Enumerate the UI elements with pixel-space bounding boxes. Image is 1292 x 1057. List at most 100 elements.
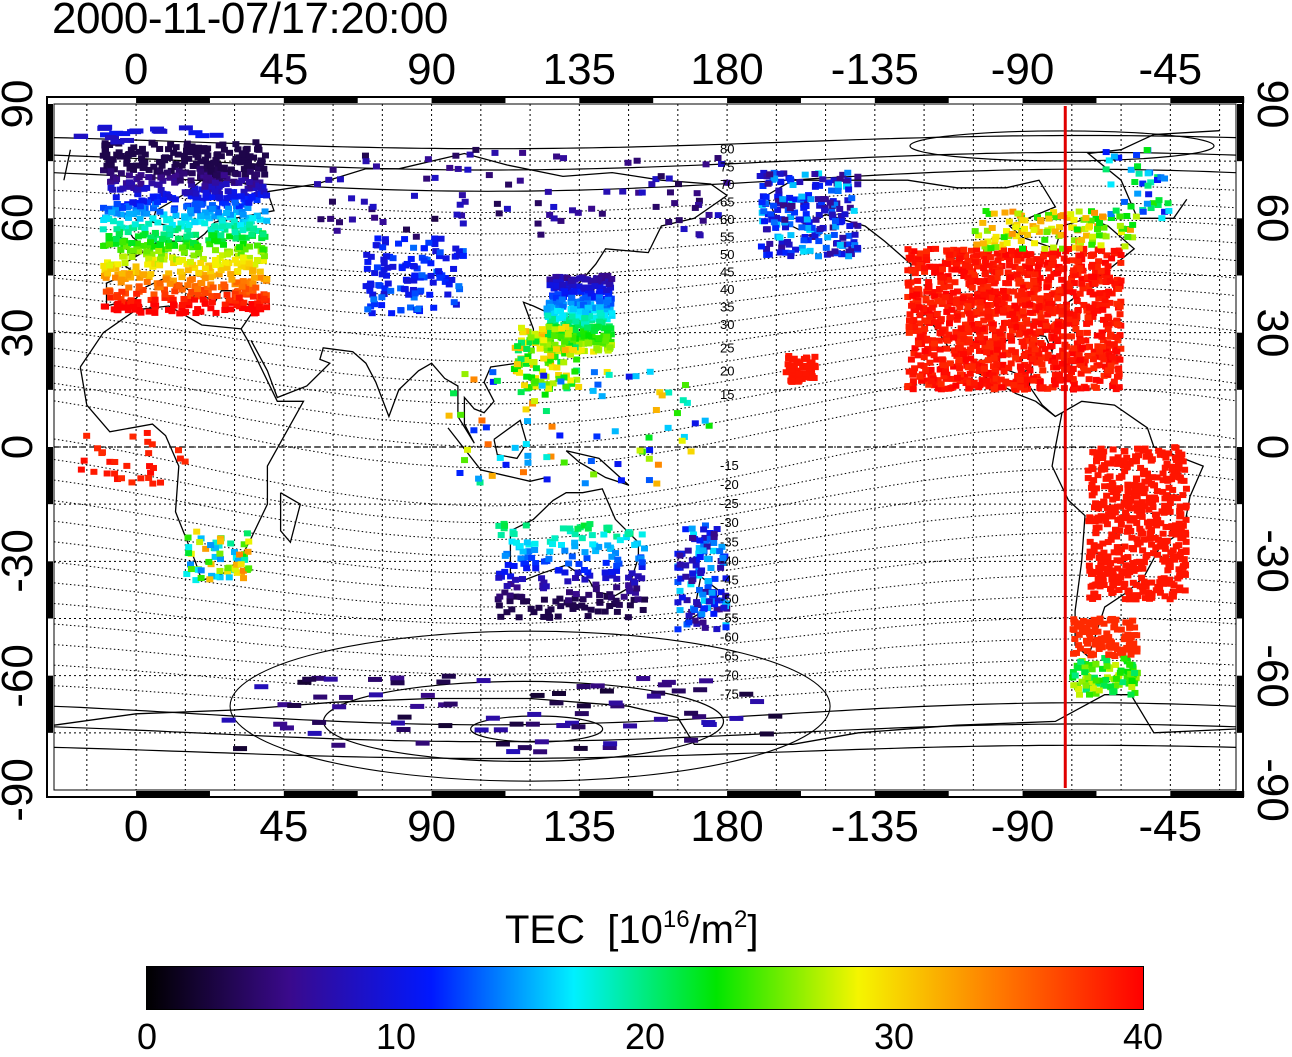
frame-mark-left <box>47 675 53 733</box>
tec-point <box>119 185 127 192</box>
tec-point <box>632 373 640 380</box>
tec-point <box>914 285 922 292</box>
tec-point <box>546 211 554 218</box>
tec-point <box>1176 503 1184 510</box>
tec-point <box>999 241 1007 248</box>
tec-point <box>1100 502 1108 509</box>
tec-point <box>592 305 600 312</box>
tec-point <box>495 741 510 747</box>
tec-point <box>1156 451 1164 458</box>
tec-point <box>204 152 212 159</box>
tec-point <box>215 183 223 190</box>
tec-point <box>582 294 590 301</box>
tec-point <box>517 345 525 352</box>
tec-point <box>521 382 529 389</box>
tec-point <box>1082 637 1090 644</box>
tec-point <box>973 241 981 248</box>
tec-point <box>809 374 817 381</box>
tec-point <box>1121 198 1129 205</box>
tec-point <box>915 327 923 334</box>
tec-point <box>811 232 819 239</box>
tec-point <box>603 316 611 323</box>
tec-point <box>573 356 581 363</box>
tec-point <box>186 293 194 300</box>
tec-point <box>998 343 1006 350</box>
tec-point <box>1113 533 1121 540</box>
tec-point <box>236 244 244 251</box>
tec-point <box>512 593 520 600</box>
tec-point <box>989 372 997 379</box>
tec-point <box>1159 530 1167 537</box>
tec-point <box>524 459 532 466</box>
tec-point <box>1105 321 1113 328</box>
tec-point <box>1157 174 1165 181</box>
tec-point <box>133 290 141 297</box>
tec-point <box>590 293 598 300</box>
tec-point <box>953 331 961 338</box>
tec-point <box>127 146 135 153</box>
tec-point <box>943 247 951 254</box>
tec-point <box>695 197 703 204</box>
tec-point <box>1017 237 1025 244</box>
tec-point <box>175 167 183 174</box>
tec-point <box>804 225 812 232</box>
tec-point <box>245 179 253 186</box>
tec-point <box>336 176 344 183</box>
tec-point <box>693 599 701 606</box>
tec-point <box>557 541 565 548</box>
tec-point <box>464 446 472 453</box>
tec-point <box>1175 520 1183 527</box>
tec-point <box>1012 354 1020 361</box>
tec-point <box>1018 300 1026 307</box>
tec-point <box>1041 236 1049 243</box>
tec-point <box>1092 690 1100 697</box>
tec-point <box>1120 584 1128 591</box>
tec-point <box>996 269 1004 276</box>
tec-point <box>248 231 256 238</box>
tec-point <box>1147 530 1155 537</box>
tec-point <box>158 162 166 169</box>
units-exponent-1: 16 <box>662 906 690 933</box>
tec-point <box>259 246 267 253</box>
tec-point <box>584 525 592 532</box>
tec-point <box>456 201 464 208</box>
tec-point <box>159 177 167 184</box>
tec-point <box>573 376 581 383</box>
tec-point <box>1091 209 1099 216</box>
tec-point <box>907 356 915 363</box>
units-suffix: ] <box>747 908 759 952</box>
tec-point <box>953 288 961 295</box>
tec-point <box>674 579 682 586</box>
tec-point <box>930 352 938 359</box>
tec-point <box>944 337 952 344</box>
tec-point <box>1096 543 1104 550</box>
tec-point <box>1156 584 1164 591</box>
tec-point <box>953 310 961 317</box>
tec-point <box>924 283 932 290</box>
tec-point <box>982 255 990 262</box>
tec-point <box>1011 349 1019 356</box>
tec-point <box>1104 637 1112 644</box>
tec-point <box>1025 282 1033 289</box>
tec-point <box>979 251 987 258</box>
tec-point <box>251 177 259 184</box>
tec-point <box>701 522 709 529</box>
tec-point <box>1114 487 1122 494</box>
tec-point <box>1014 251 1022 258</box>
tec-point <box>429 279 437 286</box>
tec-point <box>384 264 392 271</box>
tec-point <box>106 156 114 163</box>
tec-point <box>1131 689 1139 696</box>
tec-point <box>571 595 579 602</box>
tec-point <box>750 699 765 705</box>
tec-point <box>389 255 397 262</box>
tec-point <box>1091 352 1099 359</box>
tec-point <box>846 204 854 211</box>
tec-point <box>216 567 224 574</box>
tec-point <box>601 569 609 576</box>
tec-point <box>584 324 592 331</box>
tec-point <box>540 596 548 603</box>
tec-point <box>1108 255 1116 262</box>
tec-point <box>1085 691 1093 698</box>
tec-point <box>501 589 509 596</box>
